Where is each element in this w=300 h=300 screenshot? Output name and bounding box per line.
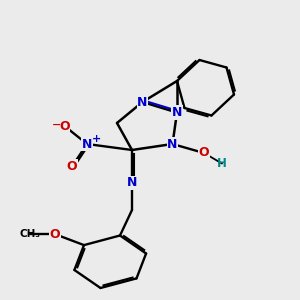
Text: N: N — [82, 137, 92, 151]
Text: N: N — [127, 176, 137, 190]
Text: O: O — [49, 227, 60, 241]
Text: O: O — [59, 119, 70, 133]
Text: O: O — [67, 160, 77, 173]
Text: N: N — [172, 106, 182, 119]
Text: H: H — [217, 157, 227, 170]
Text: O: O — [199, 146, 209, 160]
Text: +: + — [92, 134, 101, 144]
Text: N: N — [137, 95, 148, 109]
Text: CH₃: CH₃ — [20, 229, 40, 239]
Text: −: − — [51, 119, 61, 130]
Text: N: N — [167, 137, 178, 151]
